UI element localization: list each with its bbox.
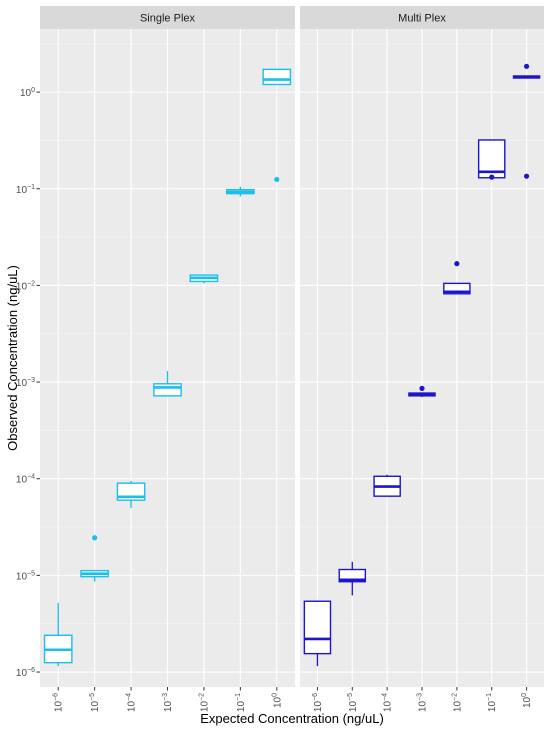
x-tick-label: 100 [521,693,533,708]
outlier-point [92,535,98,541]
panel-multi-plex: Multi Plex 10−6 10−5 10−4 10−3 10−2 10−1 100 [300,6,544,712]
x-tick-label: 10−2 [198,693,210,712]
x-tick-label: 10−3 [162,693,174,712]
box-10^0 [512,63,541,179]
x-tick-label: 10−3 [417,693,429,712]
outlier-point [419,385,425,392]
box-10^0 [262,68,292,183]
x-tick-label: 100 [271,693,283,708]
y-tick-label: 10−4 [16,474,35,486]
y-tick-label: 10−6 [16,667,35,679]
box-10^-3 [153,371,182,397]
x-tick-label: 10−1 [235,693,247,712]
box-10^-1 [225,186,255,197]
box-10^-4 [116,480,146,508]
box-10^-5 [80,535,110,582]
box-iqr [262,68,292,86]
strip-label: Multi Plex [398,13,446,25]
y-tick-label: 100 [20,87,35,99]
box-10^-6 [43,602,73,667]
box-10^-3 [408,385,436,398]
box-10^-1 [477,139,506,180]
box-10^-4 [373,474,401,497]
box-10^-5 [338,561,367,596]
x-tick-label: 10−5 [347,693,359,712]
strip-label: Single Plex [140,13,196,25]
outlier-point [454,261,460,267]
box-iqr [153,383,182,397]
x-tick-label: 10−4 [382,693,394,712]
y-tick-label: 10−3 [16,377,35,389]
outlier-point [274,176,280,183]
x-axis-title: Expected Concentration (ng/uL) [200,711,384,726]
x-tick-label: 10−1 [486,693,498,712]
strip-background [300,6,544,29]
x-tick-label: 10−6 [312,693,324,712]
outlier-point [489,174,495,180]
box-10^-2 [443,261,471,295]
x-tick-label: 10−4 [126,693,138,712]
box-iqr [303,600,332,655]
box-iqr [443,282,471,295]
x-tick-label: 10−2 [451,693,463,712]
outlier-point [523,63,530,69]
y-axis-title: Observed Concentration (ng/uL) [5,265,20,451]
outlier-point [523,173,530,179]
x-tick-label: 10−5 [89,693,101,712]
y-tick-label: 10−2 [16,280,35,292]
y-tick-label: 10−5 [16,570,35,582]
y-tick-label: 10−1 [16,184,35,196]
strip-background [40,6,295,29]
box-10^-6 [303,600,332,667]
panel-single-plex: Single Plex 10−6 10−5 10−4 10−3 10−2 10−1 100 [40,6,295,712]
x-tick-label: 10−6 [53,693,65,712]
box-10^-2 [189,274,219,284]
